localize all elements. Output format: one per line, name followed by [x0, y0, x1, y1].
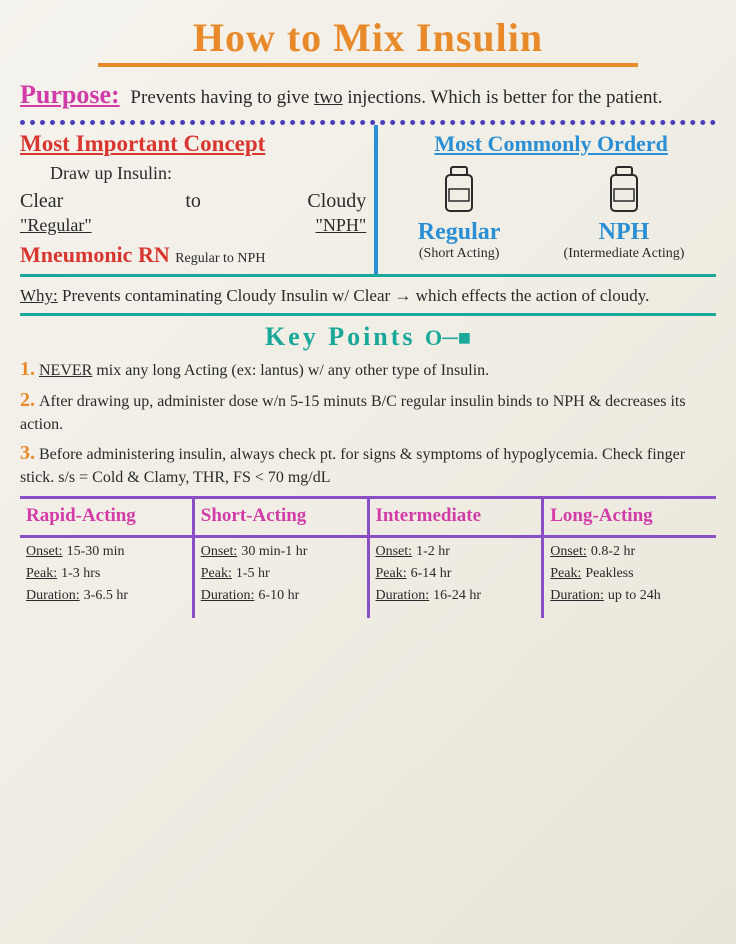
purpose-text-1: Prevents having to give: [130, 87, 314, 108]
insulin-types-table: Rapid-Acting Onset:15-30 min Peak:1-3 hr…: [20, 496, 716, 618]
mnemonic-label: Mneumonic RN: [20, 242, 170, 267]
regular-nph-row: "Regular" "NPH": [20, 215, 366, 236]
table-row: Peak:1-5 hr: [201, 566, 361, 582]
col-head: Long-Acting: [544, 499, 716, 538]
mnemonic-line: Mneumonic RN Regular to NPH: [20, 242, 366, 268]
vial-nph-sub: (Intermediate Acting): [564, 246, 685, 262]
table-row: Duration:16-24 hr: [376, 588, 536, 604]
vial-row: Regular (Short Acting) NPH (Intermediate…: [386, 163, 716, 262]
key-icon: O─■: [425, 325, 471, 350]
keypoint-2: 2.After drawing up, administer dose w/n …: [20, 387, 716, 436]
commonly-ordered-col: Most Commonly Orderd Regular (Short Acti…: [374, 125, 716, 274]
purpose-underline-word: two: [314, 87, 343, 108]
drawup-label: Draw up Insulin:: [50, 163, 366, 184]
col-intermediate: Intermediate Onset:1-2 hr Peak:6-14 hr D…: [370, 499, 545, 618]
kp-never: NEVER: [39, 362, 92, 379]
purpose-label: Purpose:: [20, 80, 120, 109]
col-head: Rapid-Acting: [20, 499, 192, 538]
why-text: Prevents contaminating Cloudy Insulin w/…: [62, 286, 649, 305]
vial-icon: [434, 163, 484, 217]
vial-regular: Regular (Short Acting): [418, 163, 501, 262]
table-row: Duration:3-6.5 hr: [26, 588, 186, 604]
table-row: Duration:up to 24h: [550, 588, 710, 604]
table-row: Onset:30 min-1 hr: [201, 544, 361, 560]
col-head: Short-Acting: [195, 499, 367, 538]
kp-num: 3.: [20, 442, 35, 464]
col-head: Intermediate: [370, 499, 542, 538]
table-row: Onset:1-2 hr: [376, 544, 536, 560]
kp-num: 2.: [20, 389, 35, 411]
kp-text: mix any long Acting (ex: lantus) w/ any …: [92, 362, 489, 379]
col-long: Long-Acting Onset:0.8-2 hr Peak:Peakless…: [544, 499, 716, 618]
kp-num: 1.: [20, 358, 35, 380]
keypoint-3: 3.Before administering insulin, always c…: [20, 440, 716, 489]
mnemonic-sub: Regular to NPH: [175, 251, 265, 266]
kp-text: After drawing up, administer dose w/n 5-…: [20, 393, 686, 433]
table-row: Onset:0.8-2 hr: [550, 544, 710, 560]
clear-to-cloudy-row: Clear to Cloudy: [20, 190, 366, 213]
vial-icon: [599, 163, 649, 217]
table-row: Peak:6-14 hr: [376, 566, 536, 582]
table-row: Peak:Peakless: [550, 566, 710, 582]
teal-divider: [20, 313, 716, 316]
keypoints-list: 1.NEVER mix any long Acting (ex: lantus)…: [20, 356, 716, 488]
purpose-text-2: injections. Which is better for the pati…: [343, 87, 663, 108]
table-row: Onset:15-30 min: [26, 544, 186, 560]
why-section: Why: Prevents contaminating Cloudy Insul…: [20, 285, 716, 307]
regular-quoted: "Regular": [20, 215, 135, 236]
two-column-section: Most Important Concept Draw up Insulin: …: [20, 125, 716, 277]
important-concept-col: Most Important Concept Draw up Insulin: …: [20, 125, 374, 274]
to-label: to: [135, 190, 250, 213]
clear-label: Clear: [20, 190, 135, 213]
vial-nph: NPH (Intermediate Acting): [564, 163, 685, 262]
keypoint-1: 1.NEVER mix any long Acting (ex: lantus)…: [20, 356, 716, 383]
commonly-ordered-heading: Most Commonly Orderd: [386, 131, 716, 157]
keypoints-heading-text: Key Points: [265, 322, 416, 351]
important-concept-heading: Most Important Concept: [20, 131, 366, 157]
table-row: Peak:1-3 hrs: [26, 566, 186, 582]
vial-regular-sub: (Short Acting): [418, 246, 501, 262]
kp-text: Before administering insulin, always che…: [20, 446, 685, 486]
nph-quoted: "NPH": [251, 215, 366, 236]
purpose-section: Purpose: Prevents having to give two inj…: [20, 77, 716, 112]
vial-regular-label: Regular: [418, 219, 501, 246]
col-short: Short-Acting Onset:30 min-1 hr Peak:1-5 …: [195, 499, 370, 618]
study-sheet: How to Mix Insulin Purpose: Prevents hav…: [0, 0, 736, 628]
table-row: Duration:6-10 hr: [201, 588, 361, 604]
col-rapid: Rapid-Acting Onset:15-30 min Peak:1-3 hr…: [20, 499, 195, 618]
why-label: Why:: [20, 286, 58, 305]
cloudy-label: Cloudy: [251, 190, 366, 213]
page-title: How to Mix Insulin: [98, 14, 638, 67]
vial-nph-label: NPH: [564, 219, 685, 246]
keypoints-heading: Key Points O─■: [20, 322, 716, 352]
